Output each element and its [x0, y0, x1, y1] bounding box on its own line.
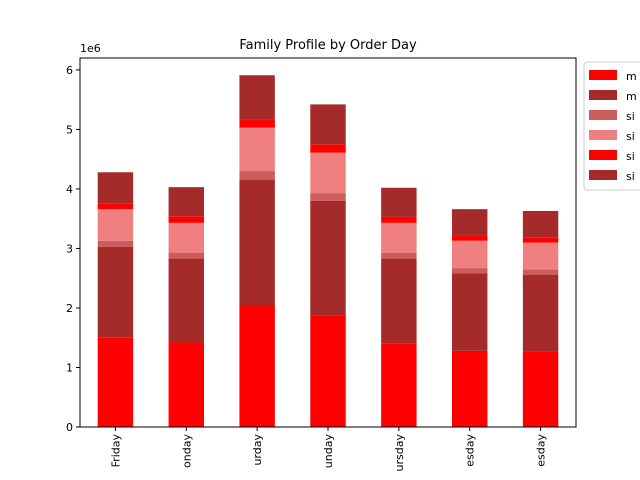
x-tick-label: esday [535, 434, 548, 467]
y-tick-label: 2 [66, 302, 73, 315]
bar-segment [168, 216, 204, 223]
bar-segment [168, 258, 204, 343]
bar-segment [381, 187, 417, 217]
legend-label: si [626, 130, 635, 143]
plot-frame [79, 57, 577, 428]
x-tick-label: Friday [109, 434, 122, 468]
y-tick-label: 3 [66, 242, 73, 255]
bar-segment [381, 252, 417, 259]
y-tick-label: 6 [66, 64, 73, 77]
bar-segment [522, 210, 559, 238]
bar-segment [97, 246, 134, 338]
bar-segment [97, 337, 134, 427]
bar-segment [452, 240, 488, 269]
y-tick-label: 1 [66, 361, 73, 374]
x-axis: Friday onday urday unday ursday esday esday [109, 427, 548, 472]
legend-label: m [626, 70, 637, 83]
legend-label: si [626, 110, 635, 123]
bar-segment [97, 240, 134, 247]
bar-segment [97, 203, 134, 210]
bar-segment [381, 343, 417, 427]
bar-segment [97, 172, 134, 204]
chart-title: Family Profile by Order Day [239, 38, 417, 53]
legend: mm si si si si [583, 61, 640, 191]
bar-segment [522, 269, 559, 275]
legend-swatch [589, 130, 617, 140]
legend-label: si [626, 170, 635, 183]
bar-segment [239, 180, 275, 305]
bar-segment [522, 242, 559, 270]
x-tick-label: ursday [393, 434, 406, 472]
bar-segment [168, 222, 204, 253]
y-offset-label: 1e6 [80, 42, 101, 55]
legend-swatch [589, 110, 617, 120]
bar-segment [239, 171, 275, 181]
bar-segment [452, 273, 488, 351]
bar-segment [452, 209, 488, 236]
y-tick-label: 0 [66, 421, 73, 434]
bar-segment [310, 200, 346, 316]
bar-segment [452, 268, 488, 274]
bar-segment [522, 274, 559, 352]
bar-segment [239, 127, 275, 172]
bar-segment [168, 252, 204, 259]
bar-segment [381, 258, 417, 344]
bar-segment [310, 152, 346, 194]
legend-swatch [589, 150, 617, 160]
bar-segment [452, 235, 488, 241]
bar-segment [522, 351, 559, 427]
bar-segment [239, 75, 275, 120]
bar-segment [239, 119, 275, 128]
bar-segment [310, 104, 346, 145]
bars-group [97, 75, 559, 427]
bar-segment [168, 342, 204, 427]
bar-segment [310, 193, 346, 201]
legend-label: si [626, 150, 635, 163]
bar-segment [381, 216, 417, 223]
y-axis: 0 1 2 3 4 5 6 [66, 64, 80, 434]
bar-segment [310, 315, 346, 427]
bar-segment [168, 187, 204, 217]
bar-segment [381, 222, 417, 253]
x-tick-label: unday [322, 434, 335, 469]
legend-swatch [589, 170, 617, 180]
legend-swatch [589, 70, 617, 80]
y-tick-label: 4 [66, 183, 73, 196]
x-tick-label: onday [180, 434, 193, 468]
legend-swatch [589, 90, 617, 100]
legend-label: m [626, 90, 637, 103]
x-tick-label: urday [251, 434, 264, 466]
y-tick-label: 5 [66, 123, 73, 136]
bar-segment [310, 144, 346, 153]
bar-segment [522, 237, 559, 243]
x-tick-label: esday [464, 434, 477, 467]
bar-segment [452, 350, 488, 427]
bar-segment [239, 304, 275, 427]
bar-segment [97, 209, 134, 241]
